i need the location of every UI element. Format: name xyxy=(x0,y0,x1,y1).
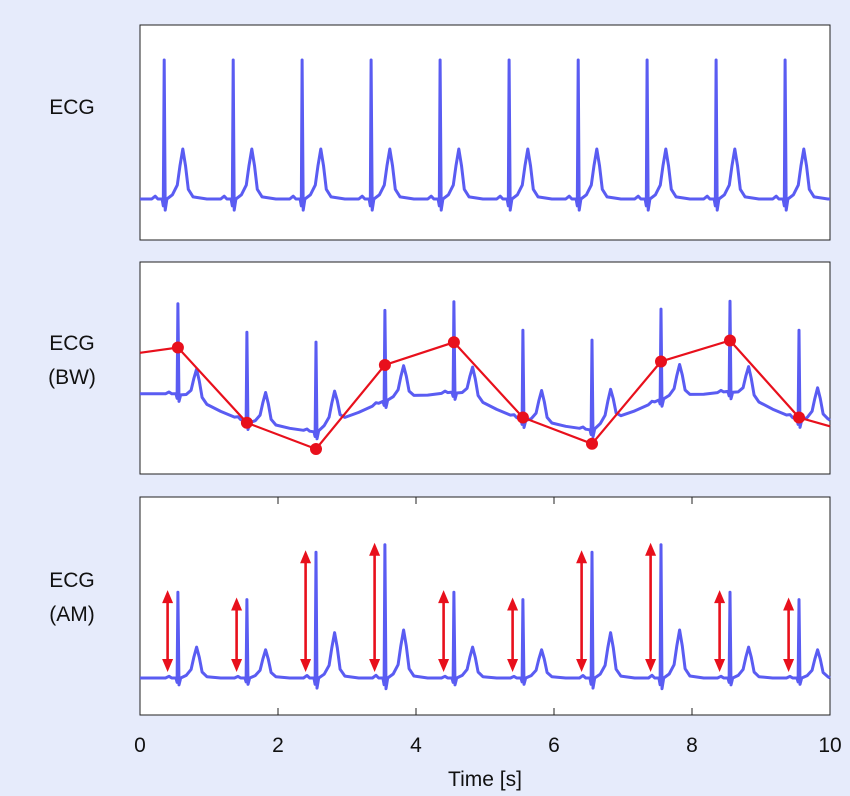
amplitude-arrow-head xyxy=(507,659,519,672)
amplitude-arrow-head xyxy=(162,659,174,672)
x-tick-label: 10 xyxy=(818,734,841,757)
amplitude-arrow xyxy=(162,590,174,672)
baseline-wander-point xyxy=(793,411,805,424)
amplitude-arrow-head xyxy=(369,542,381,556)
x-axis-label: Time [s] xyxy=(448,768,522,791)
panel-ecg-am-label-line2: (AM) xyxy=(49,603,95,626)
amplitude-arrow-head xyxy=(300,659,312,672)
baseline-wander-point xyxy=(447,336,460,349)
panel-ecg-am: ECG (AM) 0 2 4 6 8 10 xyxy=(49,496,842,757)
x-tick-label: 6 xyxy=(548,734,560,757)
panel-ecg-am-frame xyxy=(139,496,831,716)
amplitude-arrow-head xyxy=(231,659,243,672)
ecg-bw-trace xyxy=(140,299,831,441)
panel-ecg-bw-label-line1: ECG xyxy=(49,332,95,355)
amplitude-arrow xyxy=(438,590,450,672)
baseline-wander-point xyxy=(655,355,667,368)
amplitude-modulation-arrows xyxy=(162,542,795,672)
amplitude-arrow xyxy=(507,597,519,672)
baseline-wander-markers xyxy=(139,334,831,455)
amplitude-arrow-head xyxy=(783,597,795,611)
amplitude-arrow-head xyxy=(369,659,381,672)
ecg-trace xyxy=(140,58,830,212)
panel-ecg-label: ECG xyxy=(49,96,95,119)
baseline-wander-point xyxy=(171,341,184,354)
baseline-wander-point xyxy=(516,411,529,424)
x-tick-label: 2 xyxy=(272,734,284,757)
amplitude-arrow-head xyxy=(645,542,657,556)
baseline-wander-point xyxy=(378,359,391,371)
baseline-wander-point xyxy=(310,443,322,455)
x-tick-label: 4 xyxy=(410,734,422,757)
amplitude-arrow-head xyxy=(300,550,312,564)
amplitude-arrow xyxy=(576,550,588,672)
amplitude-arrow xyxy=(369,542,381,672)
amplitude-arrow-head xyxy=(645,659,657,672)
amplitude-arrow-head xyxy=(714,590,726,604)
amplitude-arrow-head xyxy=(507,597,519,611)
panel-ecg-bw-frame xyxy=(139,261,831,475)
amplitude-arrow-head xyxy=(576,659,588,672)
baseline-wander-point xyxy=(240,416,253,429)
amplitude-arrow-head xyxy=(231,597,243,611)
amplitude-arrow xyxy=(300,550,312,672)
amplitude-arrow-head xyxy=(714,659,726,672)
panel-ecg-bw: ECG (BW) xyxy=(48,261,831,475)
baseline-wander-point xyxy=(586,437,598,450)
amplitude-arrow xyxy=(231,597,243,672)
x-tick-label: 0 xyxy=(134,734,146,757)
amplitude-arrow-head xyxy=(438,659,450,672)
x-tick-label: 8 xyxy=(686,734,698,757)
x-axis-ticks: 0 2 4 6 8 10 xyxy=(134,497,842,757)
amplitude-arrow-head xyxy=(438,590,450,604)
panel-ecg: ECG xyxy=(49,24,831,241)
panel-ecg-am-label-line1: ECG xyxy=(49,569,95,592)
baseline-wander-trend-line xyxy=(139,339,831,451)
amplitude-arrow-head xyxy=(576,550,588,564)
baseline-wander-point xyxy=(724,334,736,347)
amplitude-arrow-head xyxy=(783,659,795,672)
panel-ecg-bw-label-line2: (BW) xyxy=(48,366,96,389)
amplitude-arrow xyxy=(783,597,795,672)
panel-ecg-frame xyxy=(139,24,831,241)
amplitude-arrow-head xyxy=(162,590,174,604)
amplitude-arrow xyxy=(714,590,726,672)
amplitude-arrow xyxy=(645,542,657,672)
ecg-am-trace xyxy=(140,543,831,691)
